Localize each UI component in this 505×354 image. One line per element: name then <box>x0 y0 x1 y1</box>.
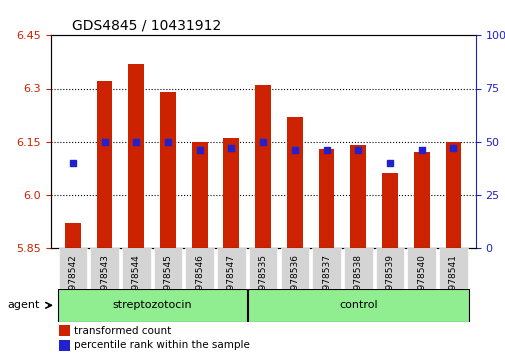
Bar <box>65 223 81 248</box>
Point <box>417 147 425 153</box>
Bar <box>96 81 112 248</box>
Point <box>100 139 109 144</box>
Bar <box>381 173 397 248</box>
FancyBboxPatch shape <box>185 248 214 289</box>
Text: GSM978537: GSM978537 <box>321 254 330 309</box>
Text: transformed count: transformed count <box>74 326 171 336</box>
Text: GSM978538: GSM978538 <box>353 254 362 309</box>
FancyBboxPatch shape <box>343 248 372 289</box>
FancyBboxPatch shape <box>407 248 435 289</box>
Bar <box>59 340 70 351</box>
Bar <box>413 152 429 248</box>
FancyBboxPatch shape <box>280 248 309 289</box>
FancyBboxPatch shape <box>375 248 403 289</box>
Bar <box>349 145 366 248</box>
Point <box>322 147 330 153</box>
Point <box>227 145 235 151</box>
Text: GSM978544: GSM978544 <box>131 254 140 309</box>
FancyBboxPatch shape <box>248 248 277 289</box>
Text: streptozotocin: streptozotocin <box>112 300 191 310</box>
Point <box>290 147 298 153</box>
Point <box>448 145 457 151</box>
Point <box>132 139 140 144</box>
FancyBboxPatch shape <box>312 248 340 289</box>
Point <box>354 147 362 153</box>
Bar <box>59 325 70 336</box>
FancyBboxPatch shape <box>90 248 119 289</box>
Point <box>385 160 393 166</box>
FancyBboxPatch shape <box>154 248 182 289</box>
Bar <box>318 149 334 248</box>
FancyBboxPatch shape <box>122 248 150 289</box>
Text: GSM978543: GSM978543 <box>100 254 109 309</box>
Point <box>195 147 204 153</box>
Point <box>259 139 267 144</box>
Text: percentile rank within the sample: percentile rank within the sample <box>74 341 249 350</box>
Bar <box>191 142 207 248</box>
Bar <box>160 92 176 248</box>
Point <box>164 139 172 144</box>
Bar <box>128 64 144 248</box>
Text: GSM978539: GSM978539 <box>385 254 394 309</box>
FancyBboxPatch shape <box>217 248 245 289</box>
FancyBboxPatch shape <box>247 289 468 322</box>
Text: GSM978536: GSM978536 <box>290 254 299 309</box>
FancyBboxPatch shape <box>438 248 467 289</box>
Text: GSM978546: GSM978546 <box>195 254 204 309</box>
Point <box>69 160 77 166</box>
Text: control: control <box>338 300 377 310</box>
Text: GDS4845 / 10431912: GDS4845 / 10431912 <box>72 19 221 33</box>
Text: GSM978545: GSM978545 <box>163 254 172 309</box>
Text: GSM978547: GSM978547 <box>226 254 235 309</box>
FancyBboxPatch shape <box>59 248 87 289</box>
Bar <box>223 138 239 248</box>
Bar <box>286 117 302 248</box>
Text: GSM978542: GSM978542 <box>68 254 77 309</box>
Text: GSM978541: GSM978541 <box>448 254 457 309</box>
Text: agent: agent <box>7 300 39 310</box>
FancyBboxPatch shape <box>58 289 246 322</box>
Text: GSM978535: GSM978535 <box>258 254 267 309</box>
Bar <box>444 142 461 248</box>
Text: GSM978540: GSM978540 <box>417 254 425 309</box>
Bar <box>255 85 271 248</box>
